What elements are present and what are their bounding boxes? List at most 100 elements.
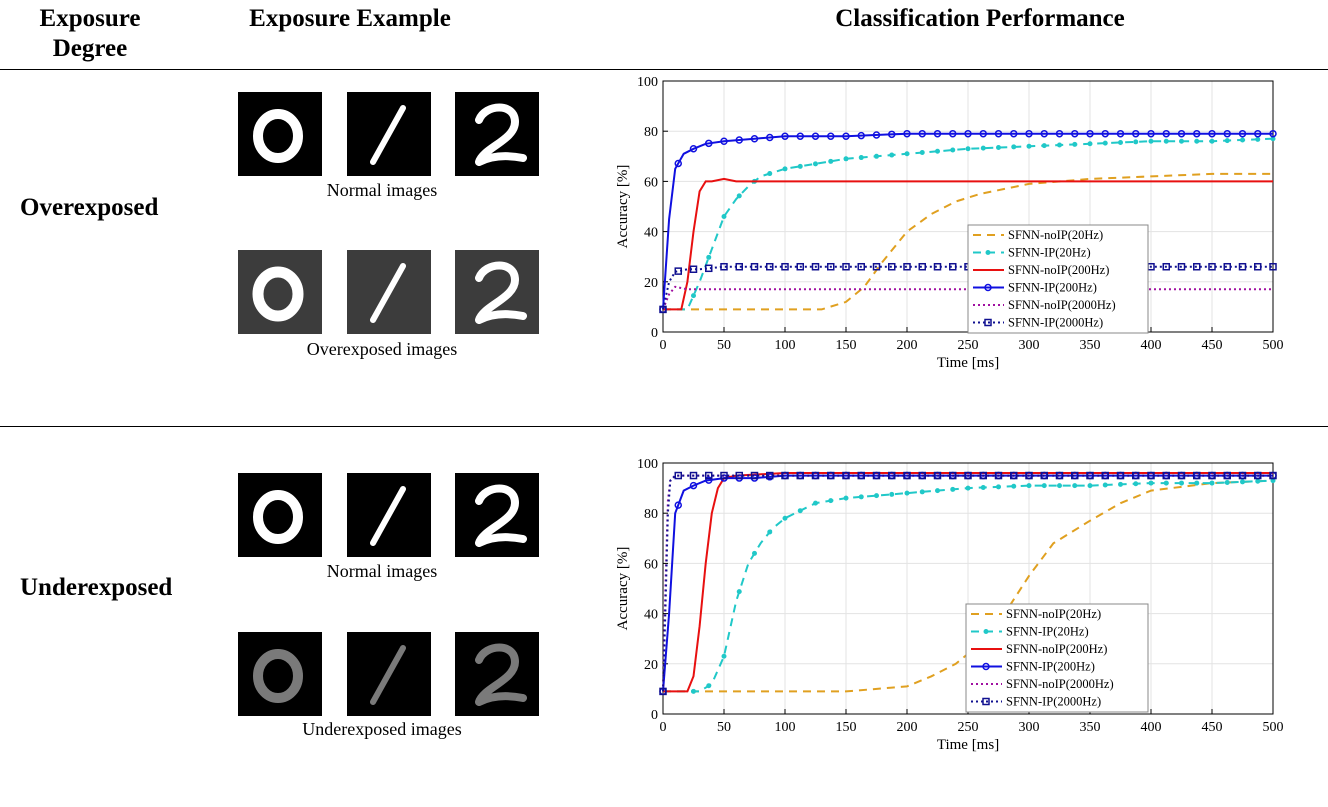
series-marker [811,132,820,140]
series-marker [979,129,987,138]
legend-label: SFNN-noIP(2000Hz) [1008,298,1116,312]
legend-marker [983,629,989,634]
caption-normal-2: Normal images [326,561,438,581]
y-tick-label: 40 [644,608,658,623]
series-marker [705,264,713,273]
legend-label: SFNN-noIP(200Hz) [1006,642,1107,656]
accuracy-chart-underexposed: 0 50 100 150 200 250 300 350 400 450 500 0 20 40 60 80 1… [615,457,1284,753]
series-marker [1269,262,1277,271]
series-marker [949,129,957,138]
row-label-overexposed: Overexposed [20,194,159,221]
series-marker [1041,143,1047,149]
series-marker [659,305,667,314]
accuracy-chart-overexposed: 0 50 100 150 200 250 300 350 400 450 500 0 20 40 60 80 1… [615,75,1284,371]
series-marker [796,471,804,480]
legend-marker [984,318,992,327]
series-marker [1163,138,1169,144]
digit-2-overexposed [455,250,539,334]
series-marker [1193,262,1201,271]
legend-label: SFNN-IP(200Hz) [1008,281,1097,295]
digit-1-overexposed [347,250,431,334]
series-marker [889,491,895,497]
series-marker [689,145,698,153]
series-marker [950,147,956,153]
series-marker [1223,129,1231,138]
series-marker [1179,480,1184,486]
series-marker [750,471,759,480]
series-marker [1162,471,1170,480]
series-marker [1118,139,1123,145]
series-marker [843,495,849,501]
series-marker [797,508,803,514]
x-axis-label: Time [ms] [937,355,999,371]
y-axis-label: Accuracy [%] [615,547,631,631]
series-marker [858,494,864,500]
series-marker [964,129,972,138]
series-marker [813,161,818,167]
series-marker [1011,483,1017,489]
series-marker [1254,129,1262,138]
row-divider [0,426,1328,427]
series-marker [903,471,911,480]
series-marker [1238,129,1247,138]
series-marker [933,129,942,138]
series-marker [720,471,728,480]
series-marker [1071,471,1079,480]
digit-0-normal-1 [238,92,322,176]
series-marker [888,471,896,480]
legend-box [967,224,1149,334]
series-marker [766,471,774,480]
series-marker [904,151,910,157]
series-marker [889,152,895,158]
series-marker [1087,483,1093,489]
legend-label: SFNN-noIP(20Hz) [1006,607,1101,621]
series-marker [1132,471,1140,480]
series-marker [1148,138,1154,144]
series-marker [918,471,926,480]
series-marker [872,471,881,480]
series-marker [1177,471,1186,480]
digit-2-normal-2 [455,473,539,557]
series-marker [1209,480,1215,486]
series-marker [1208,129,1216,138]
x-tick-label: 0 [660,720,667,735]
series-marker [735,471,743,480]
series-marker [782,515,788,521]
series-marker [1040,129,1048,138]
series-marker [766,133,774,142]
digit-0-overexposed [238,250,322,334]
series-marker [1194,138,1200,144]
series-marker [858,155,864,161]
series-marker [1269,129,1277,138]
series-marker [933,262,942,271]
series-marker [1010,129,1018,138]
series-marker [828,158,834,164]
legend-label: SFNN-noIP(20Hz) [1008,228,1103,242]
x-tick-label: 300 [1019,720,1040,735]
header-exposure-degree: Exposure Degree [0,4,180,64]
series-marker [1240,479,1245,485]
series-marker [1208,262,1216,271]
series-marker [950,486,956,492]
series-marker [811,471,820,480]
digit-0-normal-2 [238,473,322,557]
x-tick-label: 200 [897,338,918,353]
series-marker [689,481,698,490]
series-marker [1025,129,1033,138]
x-tick-label: 450 [1202,720,1223,735]
x-tick-label: 100 [775,720,796,735]
series-marker [674,471,682,480]
legend-label: SFNN-IP(200Hz) [1006,660,1095,674]
series-marker [813,500,818,506]
series-marker [1148,480,1154,486]
legend-label: SFNN-noIP(200Hz) [1008,263,1109,277]
legend-label: SFNN-IP(2000Hz) [1008,316,1103,330]
y-tick-label: 20 [644,658,658,673]
series-marker [1193,471,1201,480]
series-line-0 [663,172,1273,311]
series-marker [935,488,940,494]
y-tick-label: 60 [644,557,658,572]
series-marker [781,471,789,480]
y-tick-label: 80 [644,125,658,140]
series-marker [1224,479,1230,485]
